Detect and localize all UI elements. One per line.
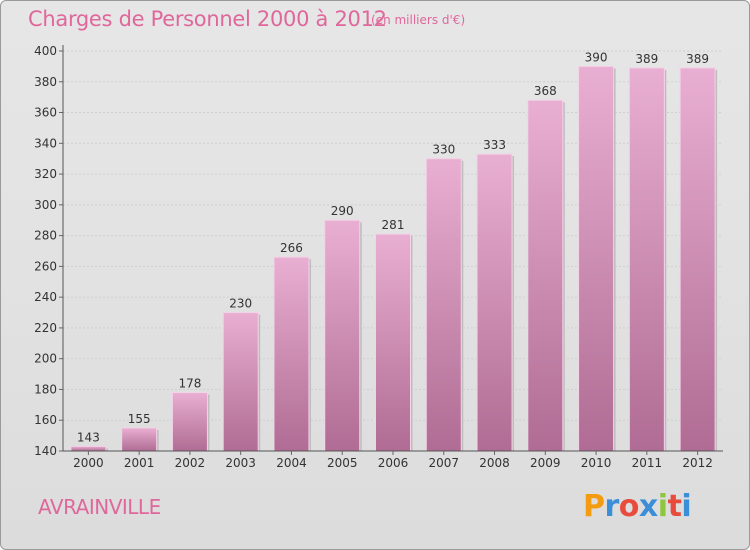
y-tick-label: 280 xyxy=(34,229,57,243)
x-tick-label: 2009 xyxy=(530,456,561,470)
bar xyxy=(375,233,411,452)
x-tick-label: 2008 xyxy=(479,456,510,470)
bar-value-label: 389 xyxy=(635,52,658,66)
bar-value-label: 390 xyxy=(585,50,608,64)
bar-value-label: 290 xyxy=(331,204,354,218)
bar xyxy=(425,158,462,452)
x-tick-label: 2012 xyxy=(682,456,713,470)
y-tick-label: 380 xyxy=(34,75,57,89)
x-tick-label: 2010 xyxy=(581,456,612,470)
bar xyxy=(273,256,310,452)
bar xyxy=(628,67,665,452)
x-tick-label: 2011 xyxy=(632,456,663,470)
proxiti-logo: Proxiti xyxy=(583,489,692,524)
y-tick-label: 340 xyxy=(34,136,57,150)
bar-value-label: 178 xyxy=(178,377,201,391)
logo-letter: x xyxy=(638,489,658,524)
axes: 140 160 180 200 220 240 260 280 300 320 340 360 380 4… xyxy=(34,44,723,470)
bar xyxy=(679,67,716,452)
y-tick-label: 400 xyxy=(34,44,57,58)
bar xyxy=(121,427,158,452)
bar xyxy=(476,153,513,452)
place-name: AVRAINVILLE xyxy=(38,495,161,519)
bar-value-label: 143 xyxy=(77,430,100,444)
bar-value-label: 330 xyxy=(432,143,455,157)
logo-letter: t xyxy=(667,489,682,524)
x-tick-label: 2001 xyxy=(124,456,155,470)
bar-value-label: 230 xyxy=(229,297,252,311)
x-tick-label: 2003 xyxy=(225,456,256,470)
logo-letter: r xyxy=(604,489,620,524)
bar-value-label: 368 xyxy=(534,84,557,98)
y-tick-label: 140 xyxy=(34,444,57,458)
y-tick-label: 360 xyxy=(34,106,57,120)
y-tick-label: 320 xyxy=(34,167,57,181)
bar xyxy=(171,392,208,452)
x-tick-label: 2007 xyxy=(428,456,459,470)
x-tick-label: 2004 xyxy=(276,456,307,470)
x-tick-label: 2006 xyxy=(378,456,409,470)
bar xyxy=(578,65,615,452)
y-tick-label: 300 xyxy=(34,198,57,212)
logo-letter: P xyxy=(583,489,605,524)
y-tick-label: 200 xyxy=(34,352,57,366)
x-tick-label: 2002 xyxy=(175,456,206,470)
chart-title: Charges de Personnel 2000 à 2012 xyxy=(28,7,387,31)
y-tick-label: 160 xyxy=(34,413,57,427)
grid-lines xyxy=(63,50,723,452)
chart-subtitle: (en milliers d'€) xyxy=(371,13,466,27)
bars: 143 155 178 230 266 290 281 330 333 368 390 389 389 xyxy=(70,50,718,452)
y-tick-label: 180 xyxy=(34,382,57,396)
logo-letter: i xyxy=(681,489,692,524)
bar xyxy=(70,445,107,452)
bar-value-label: 333 xyxy=(483,138,506,152)
bar-value-label: 281 xyxy=(382,218,405,232)
bar xyxy=(527,99,564,452)
logo-letter: o xyxy=(618,489,640,524)
bar-value-label: 389 xyxy=(686,52,709,66)
y-tick-label: 220 xyxy=(34,321,57,335)
bar xyxy=(324,219,361,452)
y-tick-label: 260 xyxy=(34,259,57,273)
logo-letter: i xyxy=(657,489,668,524)
x-tick-label: 2005 xyxy=(327,456,358,470)
x-tick-label: 2000 xyxy=(73,456,104,470)
y-tick-label: 240 xyxy=(34,290,57,304)
bar xyxy=(222,312,259,452)
bar-value-label: 266 xyxy=(280,241,303,255)
bar-value-label: 155 xyxy=(128,412,151,426)
